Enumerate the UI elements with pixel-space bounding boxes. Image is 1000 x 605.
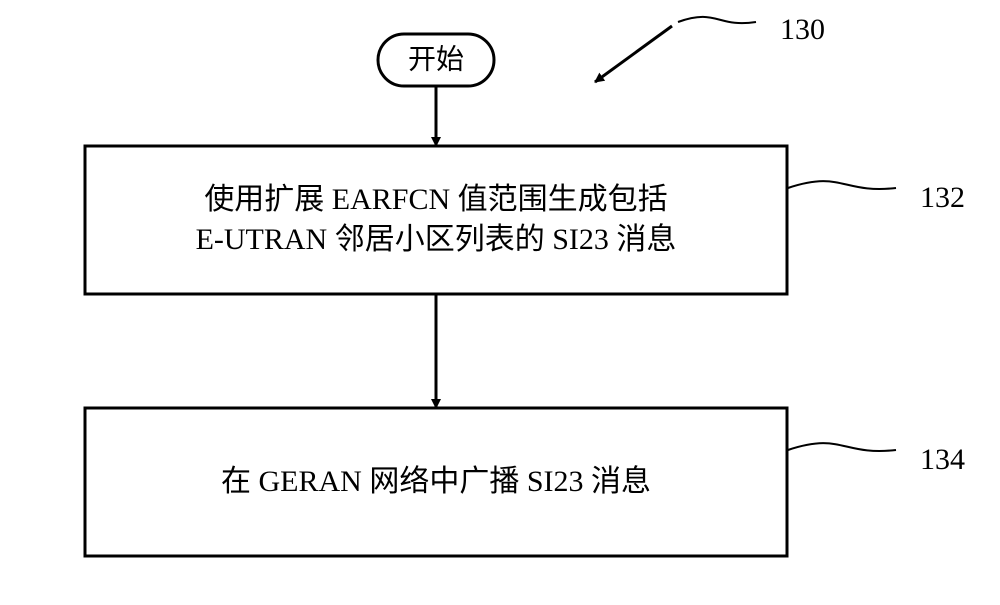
flow-box-text: 在 GERAN 网络中广播 SI23 消息 <box>221 465 651 498</box>
box-ref-label: 134 <box>920 443 965 476</box>
leader-line <box>788 443 896 451</box>
leader-line <box>788 181 896 189</box>
flow-box-text: 使用扩展 EARFCN 值范围生成包括 <box>204 183 667 216</box>
start-label: 开始 <box>408 43 464 75</box>
pointer-arrow <box>595 26 672 82</box>
figure-ref-label: 130 <box>780 13 825 46</box>
flow-box-box132 <box>85 146 787 294</box>
flow-box-text: E-UTRAN 邻居小区列表的 SI23 消息 <box>196 223 677 256</box>
leader-line <box>678 17 756 23</box>
box-ref-label: 132 <box>920 181 965 214</box>
